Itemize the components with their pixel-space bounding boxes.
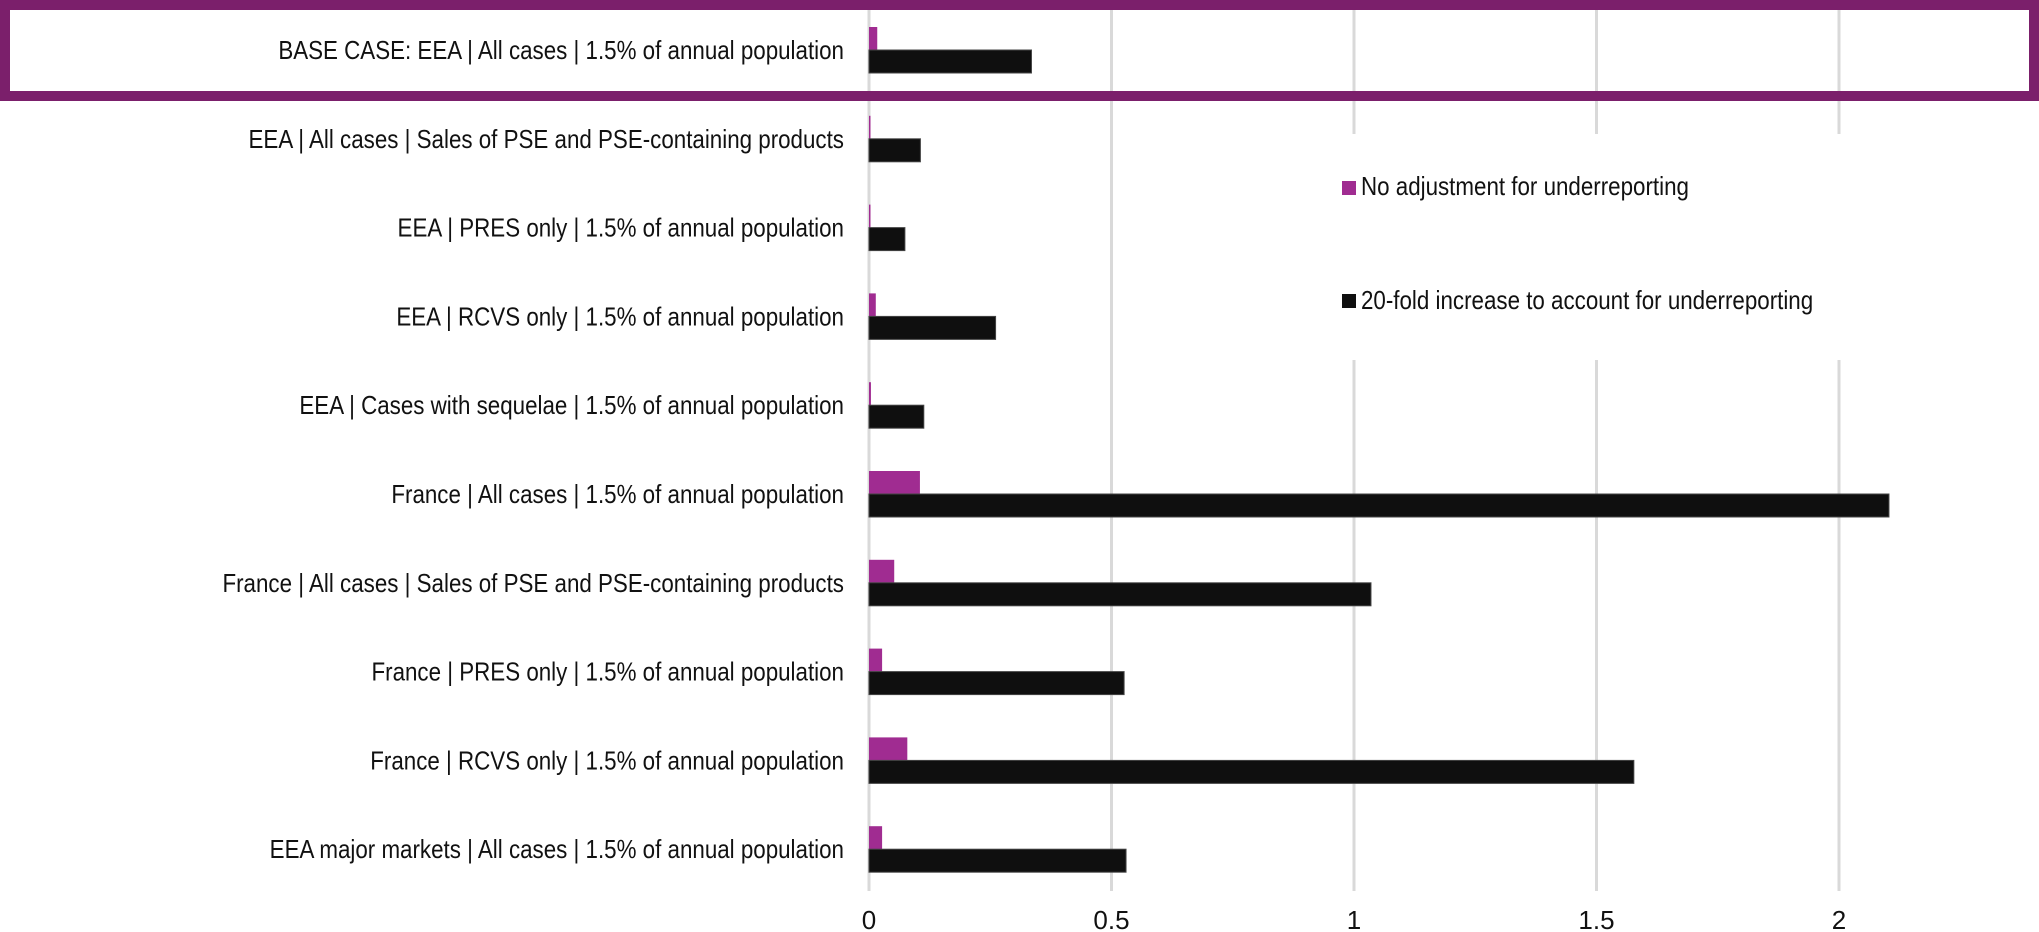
- category-labels: BASE CASE: EEA | All cases | 1.5% of ann…: [222, 36, 844, 864]
- category-label: France | All cases | 1.5% of annual popu…: [391, 480, 844, 509]
- legend-label-no-adjustment: No adjustment for underreporting: [1361, 172, 1689, 201]
- legend-item-20-fold: 20-fold increase to account for underrep…: [1342, 286, 1813, 315]
- bar-20-fold: [868, 49, 1032, 74]
- bar-20-fold: [868, 582, 1372, 607]
- bar-no-adjustment: [869, 115, 871, 139]
- x-axis-tick-labels: 0 0.5 1 1.5 2: [862, 905, 1846, 932]
- bar-no-adjustment: [869, 826, 883, 850]
- legend-swatch-20-fold: [1342, 294, 1356, 308]
- bar-no-adjustment: [869, 204, 871, 228]
- x-tick-label: 1.5: [1578, 905, 1614, 932]
- bar-20-fold: [868, 671, 1125, 696]
- bar-20-fold: [868, 848, 1127, 873]
- bar-20-fold: [868, 404, 925, 429]
- x-tick-label: 0.5: [1093, 905, 1129, 932]
- legend-swatch-no-adjustment: [1342, 181, 1356, 195]
- x-tick-label: 0: [862, 905, 876, 932]
- bar-no-adjustment: [869, 382, 871, 406]
- bar-20-fold: [868, 138, 921, 163]
- bar-20-fold: [868, 227, 906, 252]
- bar-no-adjustment: [869, 293, 876, 317]
- category-label: EEA | All cases | Sales of PSE and PSE-c…: [249, 125, 844, 154]
- bar-20-fold: [868, 759, 1635, 784]
- category-label: France | RCVS only | 1.5% of annual popu…: [370, 747, 844, 776]
- x-tick-label: 1: [1347, 905, 1361, 932]
- legend-label-20-fold: 20-fold increase to account for underrep…: [1361, 286, 1813, 315]
- category-label: EEA | Cases with sequelae | 1.5% of annu…: [299, 392, 844, 421]
- bar-no-adjustment: [869, 27, 878, 50]
- legend-background: [1330, 134, 1930, 360]
- bar-no-adjustment: [869, 471, 920, 494]
- bar-no-adjustment: [869, 737, 908, 761]
- bars: [868, 27, 1890, 873]
- bar-20-fold: [868, 315, 997, 340]
- category-label: EEA | PRES only | 1.5% of annual populat…: [398, 214, 844, 243]
- gridlines: [867, 0, 1841, 891]
- category-label: EEA | RCVS only | 1.5% of annual populat…: [396, 303, 844, 332]
- bar-no-adjustment: [869, 648, 883, 672]
- legend: No adjustment for underreporting 20-fold…: [1330, 134, 1930, 360]
- category-label: EEA major markets | All cases | 1.5% of …: [270, 836, 844, 865]
- x-tick-label: 2: [1832, 905, 1846, 932]
- bar-no-adjustment: [869, 559, 895, 583]
- bar-20-fold: [868, 493, 1890, 518]
- category-label: BASE CASE: EEA | All cases | 1.5% of ann…: [278, 36, 844, 65]
- category-label: France | PRES only | 1.5% of annual popu…: [371, 658, 844, 687]
- base-case-highlight-frame: [0, 0, 2039, 101]
- highlight-border: [0, 0, 2039, 101]
- category-label: France | All cases | Sales of PSE and PS…: [222, 569, 844, 598]
- legend-item-no-adjustment: No adjustment for underreporting: [1342, 172, 1689, 201]
